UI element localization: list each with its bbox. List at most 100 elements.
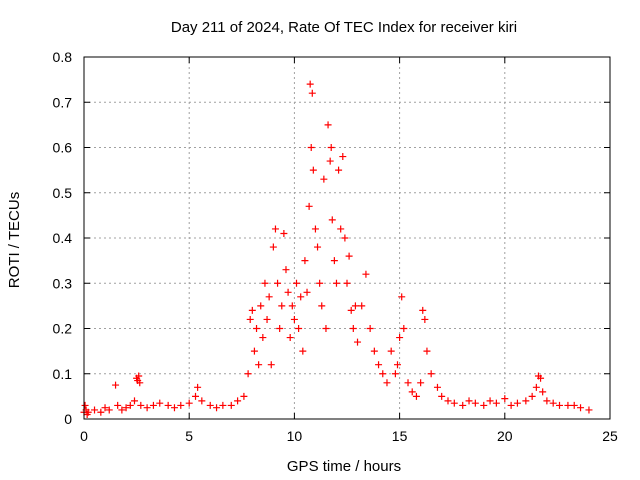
data-point	[269, 243, 277, 251]
data-point	[257, 302, 265, 310]
data-point	[213, 404, 221, 412]
data-point	[522, 397, 530, 405]
x-tick-label: 15	[392, 428, 408, 444]
data-point	[556, 401, 564, 409]
data-point	[537, 374, 545, 382]
data-point	[320, 175, 328, 183]
data-point	[480, 401, 488, 409]
data-point	[149, 401, 157, 409]
data-point	[234, 397, 242, 405]
data-point	[314, 243, 322, 251]
data-point	[170, 404, 178, 412]
data-point	[299, 347, 307, 355]
data-point	[335, 166, 343, 174]
data-point	[337, 225, 345, 233]
data-point	[358, 302, 366, 310]
data-point	[585, 406, 593, 414]
data-point	[307, 144, 315, 151]
data-point	[282, 266, 290, 274]
data-point	[345, 252, 353, 260]
data-point	[303, 288, 311, 296]
data-point	[276, 325, 284, 332]
data-point	[290, 315, 298, 323]
data-point	[532, 383, 540, 391]
x-tick-label: 25	[602, 428, 618, 444]
data-point	[316, 279, 324, 287]
data-point	[379, 370, 387, 378]
data-point	[332, 279, 340, 287]
data-point	[219, 401, 227, 409]
data-point	[404, 379, 412, 387]
data-point	[459, 401, 467, 409]
x-axis-label: GPS time / hours	[287, 458, 401, 475]
data-point	[398, 293, 406, 301]
data-point	[330, 257, 338, 265]
y-tick-label: 0.6	[53, 140, 73, 156]
data-point	[261, 279, 269, 287]
data-point	[539, 388, 547, 396]
data-point	[444, 397, 452, 405]
data-point	[324, 121, 332, 129]
data-point	[339, 153, 347, 161]
y-tick-label: 0.5	[53, 185, 73, 201]
data-point	[408, 388, 416, 396]
x-tick-label: 20	[497, 428, 513, 444]
data-point	[417, 379, 425, 387]
data-point	[259, 334, 267, 342]
data-point	[293, 279, 301, 287]
data-point	[433, 383, 441, 391]
data-point	[412, 392, 420, 400]
data-point	[423, 347, 431, 355]
data-point	[136, 379, 144, 387]
data-point	[248, 306, 256, 314]
y-tick-label: 0.7	[53, 94, 73, 110]
data-point	[577, 404, 585, 412]
data-point	[564, 401, 572, 409]
data-point	[362, 270, 370, 278]
data-point	[84, 408, 92, 416]
data-point	[427, 370, 435, 378]
data-point	[492, 399, 500, 407]
data-point	[393, 361, 401, 369]
data-point	[114, 401, 122, 409]
data-point	[391, 370, 399, 378]
data-point	[309, 166, 317, 174]
data-point	[227, 401, 235, 409]
data-point	[370, 347, 378, 355]
data-point	[543, 397, 551, 405]
data-point	[306, 80, 314, 88]
data-point	[288, 302, 296, 310]
data-point	[308, 89, 316, 97]
data-point	[265, 293, 273, 301]
data-point	[570, 401, 578, 409]
data-point	[438, 392, 446, 400]
data-point	[135, 372, 143, 380]
x-tick-label: 10	[287, 428, 303, 444]
data-point	[97, 408, 105, 416]
data-point	[250, 347, 258, 355]
data-point	[328, 216, 336, 224]
x-tick-label: 0	[80, 428, 88, 444]
y-tick-label: 0.4	[53, 230, 73, 246]
data-point	[400, 325, 408, 332]
data-point	[311, 225, 319, 233]
data-point	[465, 397, 473, 405]
data-point	[105, 406, 113, 414]
data-point	[122, 404, 130, 412]
data-point	[347, 306, 355, 314]
data-point	[286, 334, 294, 342]
data-point	[375, 361, 383, 369]
y-axis-label: ROTI / TECUs	[6, 192, 23, 288]
data-point	[126, 401, 134, 409]
x-tick-label: 5	[185, 428, 193, 444]
data-point	[278, 302, 286, 310]
data-point	[421, 315, 429, 323]
data-point	[366, 325, 374, 332]
data-point	[244, 370, 252, 378]
data-point	[349, 325, 357, 332]
data-point	[297, 293, 305, 301]
data-point	[185, 399, 193, 407]
data-point	[486, 397, 494, 405]
data-point	[198, 397, 206, 405]
